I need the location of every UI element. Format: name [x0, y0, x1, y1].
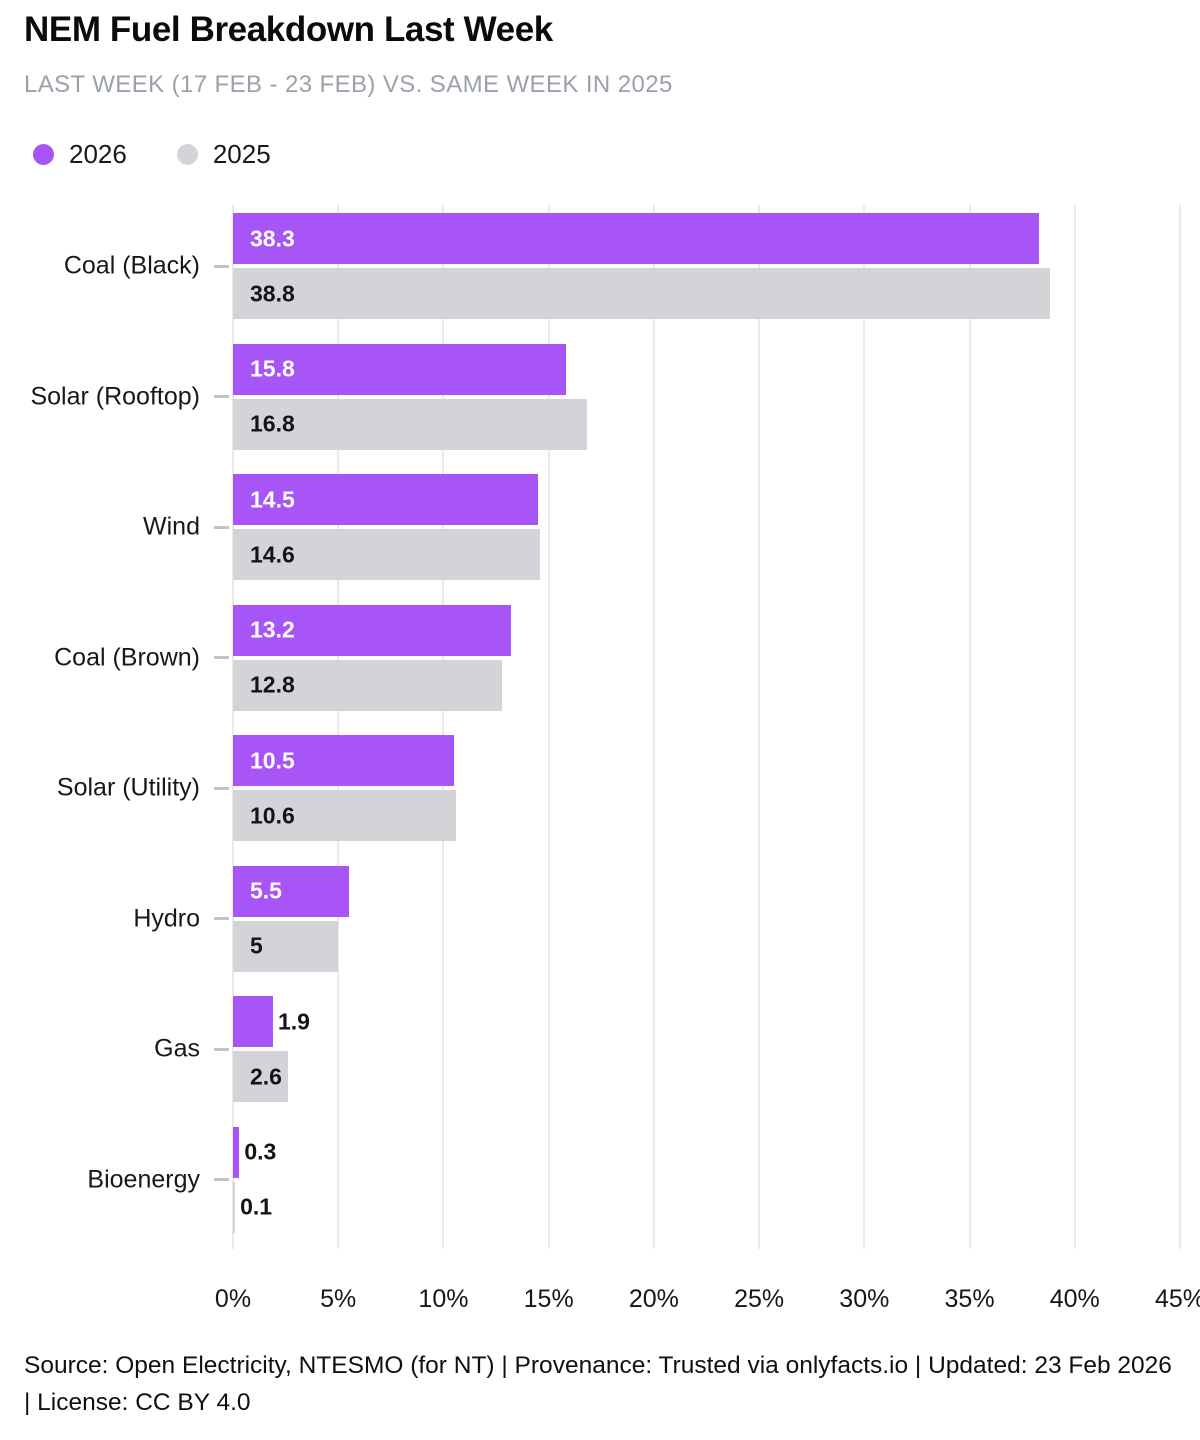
bar-value-label-2025-coal-brown: 12.8 — [250, 671, 295, 698]
x-axis-tick-label: 30% — [839, 1285, 890, 1313]
bar-value-label-2025-gas: 2.6 — [250, 1063, 282, 1089]
x-axis-tick-label: 45% — [1154, 1285, 1200, 1313]
x-axis-tick-label: 15% — [523, 1285, 574, 1313]
gridline-35% — [968, 205, 971, 1249]
bar-2026-bioenergy — [233, 1126, 240, 1178]
category-label-coal-brown: Coal (Brown) — [54, 643, 200, 671]
legend-dot-2026-icon — [33, 144, 54, 165]
bar-value-label-2026-solar-rooftop: 15.8 — [250, 355, 295, 382]
gridline-20% — [652, 205, 655, 1249]
bar-value-label-2026-coal-brown: 13.2 — [250, 616, 295, 643]
bar-2026-wind — [233, 474, 539, 525]
bar-value-label-2026-coal-black: 38.3 — [250, 225, 295, 251]
category-tick — [214, 917, 229, 920]
legend-dot-2025-icon — [176, 144, 198, 165]
bar-value-label-2025-bioenergy: 0.1 — [240, 1193, 273, 1220]
x-axis-tick-label: 20% — [628, 1285, 679, 1313]
category-tick — [214, 525, 229, 529]
gridline-5% — [337, 205, 340, 1249]
bar-2025-gas — [233, 1051, 288, 1102]
bar-2026-coal-brown — [233, 604, 511, 656]
bar-2026-solar-rooftop — [233, 343, 566, 395]
legend-item-2026: 2026 — [33, 139, 127, 170]
bar-value-label-2026-solar-utility: 10.5 — [250, 747, 295, 773]
category-label-hydro: Hydro — [133, 904, 200, 932]
gridline-40% — [1073, 205, 1076, 1249]
x-axis-tick-label: 5% — [320, 1285, 357, 1313]
category-label-solar-utility: Solar (Utility) — [56, 773, 200, 802]
category-tick — [214, 264, 229, 268]
bar-2026-gas — [233, 996, 273, 1047]
gridline-45% — [1179, 205, 1181, 1249]
category-label-coal-black: Coal (Black) — [63, 251, 200, 280]
bar-2025-solar-rooftop — [233, 398, 587, 450]
bar-2025-coal-brown — [233, 659, 503, 711]
chart-subtitle: LAST WEEK (17 FEB - 23 FEB) VS. SAME WEE… — [24, 71, 673, 98]
bar-value-label-2026-gas: 1.9 — [277, 1008, 310, 1034]
bar-2026-solar-utility — [233, 735, 454, 786]
category-label-gas: Gas — [154, 1034, 200, 1063]
gridline-30% — [863, 205, 866, 1249]
legend-item-2025: 2025 — [176, 139, 271, 170]
x-axis-tick-label: 35% — [944, 1285, 995, 1313]
legend-label-2025: 2025 — [212, 139, 271, 169]
bar-value-label-2025-hydro: 5 — [250, 932, 263, 959]
category-tick — [214, 786, 229, 790]
page-title: NEM Fuel Breakdown Last Week — [24, 10, 553, 49]
category-tick — [214, 1047, 229, 1051]
gridline-25% — [758, 205, 761, 1249]
x-axis-tick-label: 0% — [214, 1285, 252, 1313]
source-attribution: Source: Open Electricity, NTESMO (for NT… — [24, 1352, 1172, 1416]
category-label-bioenergy: Bioenergy — [87, 1165, 200, 1193]
bar-2025-solar-utility — [233, 790, 457, 841]
category-label-solar-rooftop: Solar (Rooftop) — [30, 382, 200, 410]
gridline-0% — [232, 205, 234, 1249]
bar-value-label-2025-solar-utility: 10.6 — [250, 802, 295, 828]
bar-value-label-2026-bioenergy: 0.3 — [244, 1138, 277, 1165]
gridline-10% — [442, 205, 445, 1249]
x-axis-tick-label: 25% — [734, 1285, 785, 1313]
legend-label-2026: 2026 — [69, 139, 127, 169]
bar-2026-coal-black — [233, 213, 1039, 264]
x-axis-tick-label: 40% — [1049, 1285, 1100, 1313]
x-axis-tick-label: 10% — [418, 1285, 469, 1313]
bar-value-label-2026-hydro: 5.5 — [250, 877, 282, 904]
category-tick — [214, 395, 229, 398]
category-tick — [214, 656, 229, 659]
bar-2025-coal-black — [233, 268, 1050, 319]
bar-2025-bioenergy — [233, 1181, 236, 1233]
bar-value-label-2026-wind: 14.5 — [250, 486, 295, 512]
bar-2025-wind — [233, 529, 541, 580]
bar-value-label-2025-coal-black: 38.8 — [250, 280, 295, 306]
bar-2025-hydro — [233, 920, 339, 972]
bar-value-label-2025-solar-rooftop: 16.8 — [250, 410, 295, 437]
chart-legend: 2026 2025 — [33, 139, 271, 170]
gridline-15% — [547, 205, 550, 1249]
bar-value-label-2025-wind: 14.6 — [250, 541, 295, 567]
plot-area: 0% 5% 10% 15% 20% 25% 30% 35% 40% 45% Coal (Black)… — [30, 205, 1200, 1313]
bar-2026-hydro — [233, 865, 349, 917]
category-tick — [214, 1178, 229, 1181]
category-label-wind: Wind — [143, 512, 200, 541]
